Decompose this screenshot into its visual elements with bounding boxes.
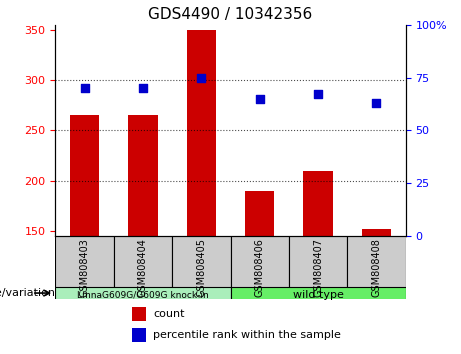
Bar: [187, 30, 216, 354]
Text: wild type: wild type: [293, 290, 343, 299]
FancyBboxPatch shape: [55, 287, 230, 303]
FancyBboxPatch shape: [172, 236, 230, 299]
Bar: [362, 229, 391, 354]
Bar: [245, 191, 274, 354]
Text: GSM808403: GSM808403: [79, 238, 89, 297]
FancyBboxPatch shape: [230, 287, 406, 303]
Point: [81, 85, 88, 91]
Bar: [132, 328, 147, 342]
Bar: [70, 115, 99, 354]
Text: genotype/variation: genotype/variation: [0, 288, 55, 298]
Point: [139, 85, 147, 91]
FancyBboxPatch shape: [347, 236, 406, 299]
Text: GSM808407: GSM808407: [313, 238, 323, 297]
Text: GSM808405: GSM808405: [196, 238, 207, 297]
Text: GSM808406: GSM808406: [254, 238, 265, 297]
Bar: [128, 115, 158, 354]
FancyBboxPatch shape: [289, 236, 347, 299]
Bar: [303, 171, 333, 354]
Text: percentile rank within the sample: percentile rank within the sample: [154, 330, 341, 340]
Text: count: count: [154, 309, 185, 319]
Text: LmnaG609G/G609G knock-in: LmnaG609G/G609G knock-in: [77, 290, 209, 299]
Point: [256, 96, 263, 102]
FancyBboxPatch shape: [55, 236, 114, 299]
Bar: [132, 307, 147, 321]
Text: GSM808408: GSM808408: [372, 238, 382, 297]
FancyBboxPatch shape: [114, 236, 172, 299]
Text: GSM808404: GSM808404: [138, 238, 148, 297]
Point: [198, 75, 205, 80]
FancyBboxPatch shape: [230, 236, 289, 299]
Point: [373, 100, 380, 106]
Point: [314, 92, 322, 97]
Title: GDS4490 / 10342356: GDS4490 / 10342356: [148, 7, 313, 22]
